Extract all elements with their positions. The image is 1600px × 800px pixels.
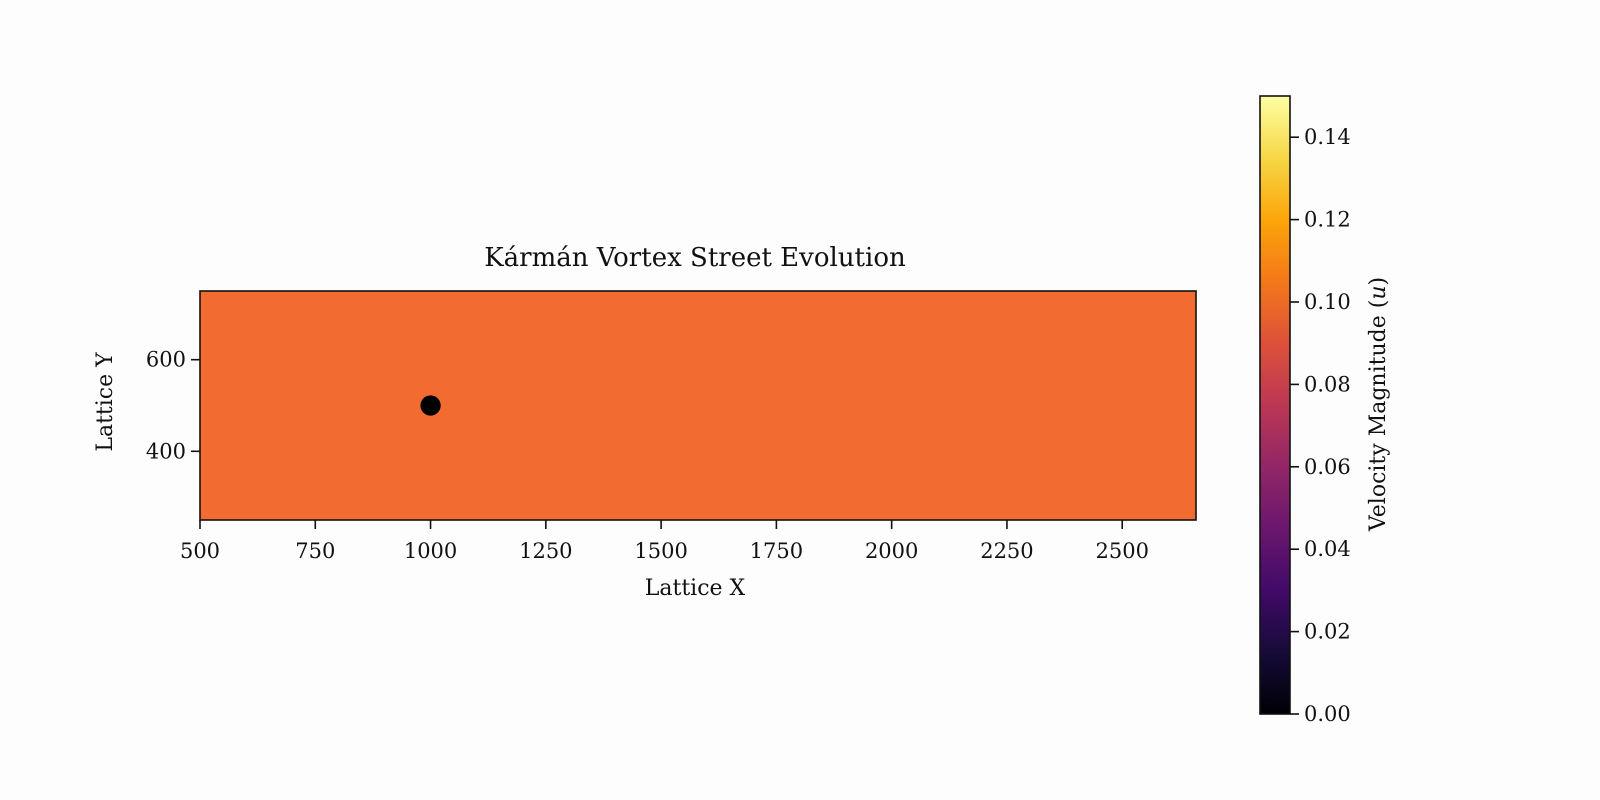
- y-tick-label: 400: [146, 439, 186, 463]
- colorbar-tick-label: 0.06: [1304, 455, 1351, 479]
- y-tick-label: 600: [146, 348, 186, 372]
- colorbar-tick-label: 0.00: [1304, 702, 1351, 726]
- x-axis-label: Lattice X: [645, 576, 746, 601]
- colorbar-tick-label: 0.08: [1304, 372, 1351, 396]
- colorbar-tick-label: 0.10: [1304, 290, 1351, 314]
- colorbar-ticks: 0.00 0.02 0.04 0.06 0.08 0.10 0.12 0.14: [1290, 125, 1351, 726]
- colorbar-label-close: ): [1366, 277, 1391, 286]
- x-tick-label: 1500: [634, 539, 687, 563]
- colorbar-label-var: u: [1366, 286, 1391, 300]
- x-tick-label: 2250: [980, 539, 1033, 563]
- colorbar-tick-label: 0.14: [1304, 125, 1351, 149]
- colorbar-tick-label: 0.12: [1304, 208, 1351, 232]
- chart-title: Kármán Vortex Street Evolution: [484, 243, 906, 273]
- x-tick-label: 1000: [404, 539, 457, 563]
- colorbar-label: Velocity Magnitude (u): [1366, 277, 1391, 532]
- cylinder-obstacle: [420, 395, 441, 416]
- x-tick-label: 500: [180, 539, 220, 563]
- x-axis-ticks: 500 750 1000 1250 1500 1750 2000 2250 2500: [180, 520, 1149, 563]
- plot-area: 500 750 1000 1250 1500 1750 2000 2250 2500 400 60…: [146, 290, 1197, 563]
- x-tick-label: 750: [295, 539, 335, 563]
- velocity-field: [200, 291, 1196, 520]
- x-tick-label: 2500: [1095, 539, 1148, 563]
- plot-frame: [199, 290, 1197, 521]
- colorbar: 0.00 0.02 0.04 0.06 0.08 0.10 0.12 0.14 Velocit…: [1259, 95, 1391, 726]
- x-tick-label: 1250: [519, 539, 572, 563]
- y-axis-ticks: 400 600: [146, 348, 200, 463]
- x-tick-label: 1750: [750, 539, 803, 563]
- colorbar-label-text: Velocity Magnitude (: [1366, 300, 1391, 532]
- y-axis-label: Lattice Y: [93, 352, 118, 452]
- colorbar-tick-label: 0.04: [1304, 537, 1351, 561]
- x-tick-label: 2000: [865, 539, 918, 563]
- colorbar-gradient: [1259, 95, 1291, 715]
- colorbar-tick-label: 0.02: [1304, 620, 1351, 644]
